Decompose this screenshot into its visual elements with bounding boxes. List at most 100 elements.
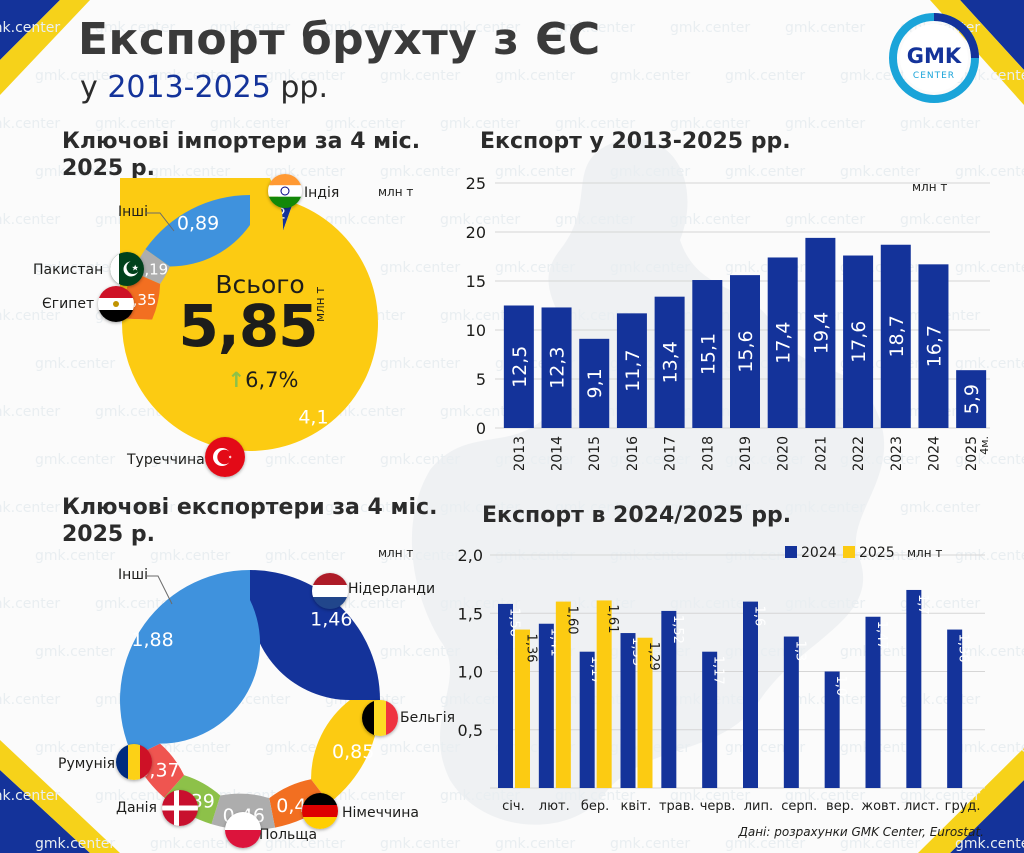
annual-bar <box>541 307 572 428</box>
annual-bar <box>767 257 798 428</box>
label-belgium: Бельгія <box>400 710 456 726</box>
pakistan-flag-icon <box>110 252 144 286</box>
importers-title-line1: Ключові імпортери за 4 міс. <box>62 129 421 154</box>
importers-total-value: 5,85 <box>178 292 318 360</box>
india-flag-icon <box>268 174 302 208</box>
poland-flag-icon <box>225 812 261 848</box>
exporters-section-title: Ключові експортери за 4 міс. 2025 р. <box>62 494 437 548</box>
annual-x-tick: 2020 <box>776 436 792 470</box>
exporters-title-line1: Ключові експортери за 4 міс. <box>62 495 438 520</box>
monthly-bar-2025 <box>555 601 571 788</box>
legend-label: 2024 <box>801 545 837 561</box>
annual-bar-value: 17,4 <box>773 322 795 364</box>
subtitle-years: 2013-2025 <box>107 70 271 105</box>
annual-x-tick: 2025 <box>964 436 980 470</box>
label-india: Індія <box>304 185 340 201</box>
logo-text-main: GMK <box>907 44 962 68</box>
up-arrow-icon: ↑ <box>227 368 246 392</box>
annual-bar <box>730 275 760 428</box>
monthly-bar-2024 <box>824 671 840 788</box>
monthly-x-tick: трав. <box>659 799 695 814</box>
label-poland: Польща <box>259 827 318 843</box>
monthly-bar-value: 1,60 <box>564 606 579 635</box>
legend-swatch-2024 <box>785 546 797 558</box>
monthly-x-tick: лют. <box>539 799 570 814</box>
annual-x-tick: 2015 <box>587 436 603 470</box>
monthly-y-tick: 1,0 <box>458 663 483 682</box>
monthly-chart-unit: млн т <box>907 546 942 560</box>
annual-bar <box>918 264 949 428</box>
importers-donut-segment <box>145 195 250 267</box>
monthly-x-tick: січ. <box>502 799 525 814</box>
label-importers-other: Інші <box>118 204 148 220</box>
monthly-bar-value: 1,0 <box>833 676 848 697</box>
corner-bottom-left-yellow <box>0 740 120 853</box>
exporters-donut-value-label: 1,46 <box>310 609 352 631</box>
annual-bar <box>880 244 911 428</box>
annual-bar <box>579 338 610 428</box>
annual-bar <box>616 313 647 428</box>
page-subtitle: у 2013-2025 рр. <box>80 70 328 105</box>
monthly-x-tick: жовт. <box>861 799 900 814</box>
annual-bar-value: 18,7 <box>886 315 908 357</box>
page-title: Експорт брухту з ЄС <box>78 14 601 65</box>
importers-total-label: Всього <box>215 270 305 299</box>
annual-y-tick: 10 <box>466 321 486 340</box>
monthly-bar-2024 <box>702 651 718 788</box>
annual-y-tick: 25 <box>466 174 486 193</box>
monthly-bar-2025 <box>637 637 653 788</box>
monthly-bar-2024 <box>498 603 513 788</box>
annual-bar-value: 13,4 <box>660 341 682 383</box>
monthly-x-tick: серп. <box>781 799 817 814</box>
annual-x-tick: 2021 <box>813 436 829 470</box>
exporters-donut-segment <box>119 570 261 757</box>
exporters-unit: млн т <box>378 546 414 560</box>
label-romania: Румунія <box>58 756 116 772</box>
annual-bar-value: 16,7 <box>923 325 945 367</box>
annual-bar <box>843 255 874 428</box>
legend-label: 2025 <box>859 545 895 561</box>
label-turkey: Туреччина <box>127 452 205 468</box>
annual-x-tick: 2016 <box>625 436 641 470</box>
monthly-bar-value: 1,36 <box>524 634 539 663</box>
denmark-flag-icon <box>162 790 198 826</box>
monthly-bar-value: 1,17 <box>711 656 726 685</box>
annual-x-tick: 2018 <box>700 436 716 470</box>
annual-bar-value: 15,6 <box>735 330 757 372</box>
netherlands-flag-icon <box>312 573 348 609</box>
exporters-donut-segment <box>250 570 380 700</box>
subtitle-prefix: у <box>80 70 98 105</box>
turkey-flag-icon <box>205 437 245 477</box>
monthly-bar-value: 1,61 <box>605 604 620 633</box>
importers-donut-value-label: 0,89 <box>177 213 219 235</box>
leader-line-importers-other <box>145 212 175 232</box>
label-exporters-other: Інші <box>118 567 148 583</box>
monthly-x-tick: черв. <box>700 799 736 814</box>
monthly-y-tick: 1,5 <box>458 604 483 623</box>
logo-ring: GMK CENTER <box>889 13 979 103</box>
annual-y-tick: 0 <box>476 419 486 438</box>
annual-bar <box>956 370 987 428</box>
importers-unit: млн т <box>378 185 414 199</box>
importers-change: ↑6,7% <box>218 368 308 392</box>
annual-bar-value: 11,7 <box>622 350 644 392</box>
annual-x-tick: 2013 <box>512 436 528 470</box>
gmk-logo: GMK CENTER <box>888 12 980 104</box>
annual-y-tick: 5 <box>476 370 486 389</box>
annual-x-tick-note: 4м. <box>978 436 991 455</box>
corner-bottom-right-yellow <box>918 748 1024 853</box>
annual-bar-value: 17,6 <box>848 321 870 363</box>
monthly-bar-value: 1,3 <box>792 641 807 662</box>
monthly-x-tick: груд. <box>945 799 981 814</box>
monthly-y-tick: 0,5 <box>458 721 483 740</box>
monthly-x-tick: лип. <box>744 799 773 814</box>
label-egypt: Єгипет <box>42 296 95 312</box>
monthly-export-bar-chart: 0,51,01,52,01,581,36січ.1,411,60лют.1,17… <box>458 545 985 814</box>
annual-x-tick: 2017 <box>663 436 679 470</box>
monthly-bar-2024 <box>906 589 922 788</box>
annual-bar <box>692 280 723 428</box>
annual-x-tick: 2019 <box>738 436 754 470</box>
leader-line-exporters-other <box>145 575 173 605</box>
monthly-bar-value: 1,36 <box>956 634 971 663</box>
